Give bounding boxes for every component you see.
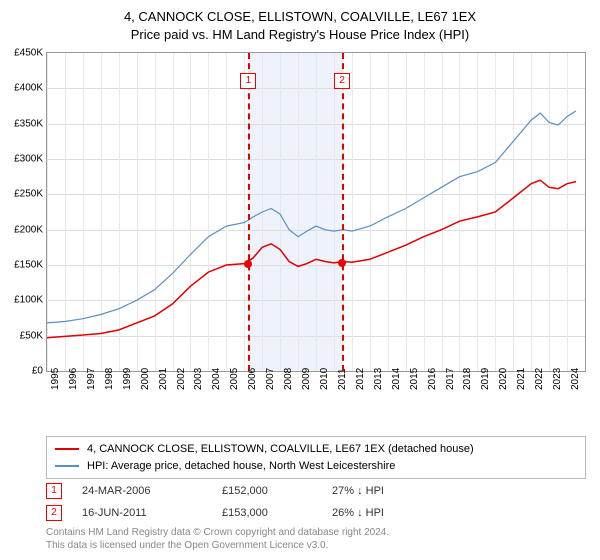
attribution-line: Contains HM Land Registry data © Crown c… <box>46 527 389 538</box>
series-line-property <box>47 180 576 338</box>
sale-price: £152,000 <box>222 485 332 497</box>
sale-label-badge: 2 <box>334 73 350 89</box>
legend: 4, CANNOCK CLOSE, ELLISTOWN, COALVILLE, … <box>46 436 586 479</box>
x-axis-label: 2000 <box>140 368 151 390</box>
x-axis-label: 2015 <box>409 368 420 390</box>
x-axis-label: 2012 <box>355 368 366 390</box>
attribution-line: This data is licensed under the Open Gov… <box>46 540 328 551</box>
x-axis-label: 2019 <box>480 368 491 390</box>
sale-hpi-diff: 27% ↓ HPI <box>332 485 462 497</box>
y-axis-label: £250K <box>3 189 43 200</box>
x-axis-label: 2018 <box>462 368 473 390</box>
y-axis-label: £50K <box>3 330 43 341</box>
sale-line <box>342 53 344 371</box>
sale-label-badge: 1 <box>240 73 256 89</box>
x-axis-label: 1995 <box>50 368 61 390</box>
chart-container: 4, CANNOCK CLOSE, ELLISTOWN, COALVILLE, … <box>0 0 600 560</box>
y-axis-label: £200K <box>3 224 43 235</box>
sale-number-badge: 2 <box>46 505 62 521</box>
x-axis-label: 2024 <box>570 368 581 390</box>
x-axis-label: 2008 <box>283 368 294 390</box>
x-axis-label: 2005 <box>229 368 240 390</box>
sale-line <box>248 53 250 371</box>
legend-swatch <box>55 465 79 467</box>
x-axis-label: 1998 <box>104 368 115 390</box>
x-axis-label: 2014 <box>391 368 402 390</box>
x-axis-label: 2011 <box>337 368 348 390</box>
x-axis-label: 2023 <box>552 368 563 390</box>
chart-title: 4, CANNOCK CLOSE, ELLISTOWN, COALVILLE, … <box>0 0 600 44</box>
sale-marker <box>244 260 252 268</box>
sales-table: 1 24-MAR-2006 £152,000 27% ↓ HPI 2 16-JU… <box>46 480 586 524</box>
sale-date: 24-MAR-2006 <box>82 485 222 497</box>
x-axis-label: 2016 <box>427 368 438 390</box>
x-axis-label: 2022 <box>534 368 545 390</box>
x-axis-label: 2006 <box>247 368 258 390</box>
sale-hpi-diff: 26% ↓ HPI <box>332 507 462 519</box>
x-axis-label: 1999 <box>122 368 133 390</box>
title-line-2: Price paid vs. HM Land Registry's House … <box>131 27 469 42</box>
y-axis-label: £400K <box>3 83 43 94</box>
y-axis-label: £350K <box>3 118 43 129</box>
plot-area: £0£50K£100K£150K£200K£250K£300K£350K£400… <box>46 52 586 372</box>
x-axis-label: 1996 <box>68 368 79 390</box>
x-axis-label: 1997 <box>86 368 97 390</box>
sale-number-badge: 1 <box>46 483 62 499</box>
x-axis-label: 2001 <box>158 368 169 390</box>
legend-item: 4, CANNOCK CLOSE, ELLISTOWN, COALVILLE, … <box>55 441 577 458</box>
y-axis-label: £300K <box>3 154 43 165</box>
y-axis-label: £450K <box>3 48 43 59</box>
table-row: 2 16-JUN-2011 £153,000 26% ↓ HPI <box>46 502 586 524</box>
x-axis-label: 2002 <box>176 368 187 390</box>
x-axis-label: 2007 <box>265 368 276 390</box>
legend-swatch <box>55 448 79 450</box>
sale-marker <box>338 259 346 267</box>
x-axis-label: 2009 <box>301 368 312 390</box>
x-axis-label: 2004 <box>211 368 222 390</box>
y-axis-label: £100K <box>3 295 43 306</box>
x-axis-label: 2013 <box>373 368 384 390</box>
y-axis-label: £150K <box>3 260 43 271</box>
x-axis-label: 2003 <box>193 368 204 390</box>
legend-item: HPI: Average price, detached house, Nort… <box>55 458 577 475</box>
table-row: 1 24-MAR-2006 £152,000 27% ↓ HPI <box>46 480 586 502</box>
line-canvas <box>47 53 585 371</box>
title-line-1: 4, CANNOCK CLOSE, ELLISTOWN, COALVILLE, … <box>124 9 476 24</box>
attribution: Contains HM Land Registry data © Crown c… <box>46 526 586 552</box>
x-axis-label: 2010 <box>319 368 330 390</box>
x-axis-label: 2021 <box>516 368 527 390</box>
y-axis-label: £0 <box>3 366 43 377</box>
x-axis-label: 2017 <box>445 368 456 390</box>
sale-price: £153,000 <box>222 507 332 519</box>
legend-label: HPI: Average price, detached house, Nort… <box>87 458 395 475</box>
series-line-hpi <box>47 111 576 323</box>
legend-label: 4, CANNOCK CLOSE, ELLISTOWN, COALVILLE, … <box>87 441 474 458</box>
sale-date: 16-JUN-2011 <box>82 507 222 519</box>
x-axis-label: 2020 <box>498 368 509 390</box>
chart-area: £0£50K£100K£150K£200K£250K£300K£350K£400… <box>46 52 586 392</box>
